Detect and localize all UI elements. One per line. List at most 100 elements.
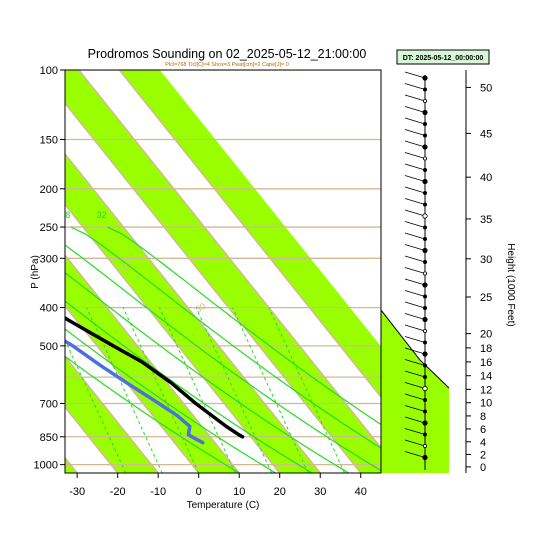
wind-barb — [404, 94, 426, 102]
wind-barb — [404, 290, 426, 297]
moist-adiabat — [65, 300, 313, 473]
wind-barb — [404, 221, 426, 228]
wind-dot — [422, 247, 428, 254]
height-tick-label: 50 — [480, 82, 492, 94]
x-axis-title: Temperature (C) — [187, 500, 260, 511]
height-tick-label: 35 — [480, 214, 492, 226]
wind-dot — [422, 167, 427, 172]
mixing-ratio-line — [65, 338, 127, 473]
y-axis-title: P (hPa) — [30, 255, 41, 289]
chart-title: Prodromos Sounding on 02_2025-05-12_21:0… — [88, 47, 367, 61]
p-tick-label: 700 — [40, 399, 58, 411]
wind-dot — [422, 236, 427, 241]
wind-column — [381, 71, 449, 473]
p-tick-label: 300 — [40, 253, 58, 265]
wind-barb — [404, 129, 426, 136]
p-tick-label: 100 — [40, 65, 58, 77]
wind-barb — [404, 255, 426, 263]
isotherm-label: 30 — [194, 301, 208, 315]
wind-barb — [404, 301, 426, 309]
wind-dot — [422, 87, 427, 92]
moist-adiabat — [65, 271, 349, 473]
wind-shade-edge — [381, 309, 449, 389]
skew-band — [65, 70, 381, 473]
mixing-ratio-lines: 8121620242832 — [24, 210, 381, 473]
wind-dot — [422, 454, 428, 461]
wind-barb — [404, 313, 426, 320]
wind-dot — [422, 178, 428, 185]
x-tick-label: 10 — [233, 486, 245, 498]
moist-adiabat — [107, 226, 381, 426]
wind-dot — [422, 202, 427, 207]
mixing-ratio-line — [86, 307, 163, 473]
wind-barb — [404, 428, 426, 435]
isotherm-label: 20 — [120, 260, 134, 274]
wind-dot — [422, 363, 427, 368]
chart-subtitle: Plcl=768 Tlcl[C]=4 Shox=3 Pwat[cm]=2 Cap… — [165, 62, 289, 68]
wind-dot — [422, 385, 428, 392]
x-tick-label: -10 — [150, 486, 166, 498]
height-tick-label: 4 — [480, 437, 486, 449]
height-tick-label: 30 — [480, 254, 492, 266]
height-tick-label: 18 — [480, 343, 492, 355]
wind-dot — [422, 340, 427, 345]
height-tick-label: 25 — [480, 292, 492, 304]
p-tick-label: 250 — [40, 222, 58, 234]
mixing-ratio-label: 24 — [24, 210, 34, 220]
isotherm-line — [65, 152, 321, 473]
wind-barb — [404, 244, 426, 251]
moist-adiabat — [65, 328, 276, 473]
moist-adiabat — [65, 355, 240, 473]
height-tick-label: 45 — [480, 128, 492, 140]
height-tick-label: 16 — [480, 357, 492, 369]
series-dewpoint-line — [65, 339, 205, 445]
isotherm-label: 10 — [36, 205, 50, 219]
isotherm-line — [78, 70, 381, 449]
wind-barb — [404, 439, 426, 447]
wind-barb — [404, 359, 426, 366]
wind-barb — [404, 140, 426, 148]
datetime-label: DT: 2025-05-12_00:00:00 — [403, 55, 484, 62]
wind-barb — [404, 163, 426, 171]
wind-barb — [404, 393, 426, 401]
p-tick-label: 200 — [40, 184, 58, 196]
wind-dot — [422, 432, 427, 437]
wind-barb — [404, 71, 426, 79]
wind-barb — [404, 347, 426, 355]
wind-barb — [404, 405, 426, 412]
mixing-ratio-label: 28 — [60, 210, 70, 220]
isotherm-line — [65, 203, 281, 473]
wind-barb — [404, 451, 426, 458]
mixing-ratio-line — [122, 307, 200, 473]
p-tick-label: 400 — [40, 303, 58, 315]
height-tick-label: 2 — [480, 449, 486, 461]
isotherm-line — [65, 254, 240, 473]
height-tick-label: 0 — [480, 462, 486, 474]
wind-dot — [422, 305, 427, 310]
wind-dot — [422, 374, 427, 379]
sounding-traces — [65, 315, 245, 445]
p-tick-label: 1000 — [34, 460, 58, 472]
moist-adiabat — [70, 226, 381, 449]
pressure-axis: 100 150 200 250 300 400 500 700 850 1000 — [34, 65, 65, 472]
wind-barb — [404, 175, 426, 182]
wind-barb — [404, 106, 426, 113]
wind-dot — [422, 122, 427, 127]
moist-adiabat — [65, 244, 381, 472]
height-tick-label: 12 — [480, 384, 492, 396]
p-tick-label: 500 — [40, 341, 58, 353]
isobars — [65, 70, 381, 466]
wind-dot — [422, 213, 428, 219]
wind-dot — [422, 409, 427, 414]
wind-dot — [422, 99, 427, 104]
height-tick-label: 40 — [480, 172, 492, 184]
height-tick-label: 8 — [480, 411, 486, 423]
wind-dot — [422, 190, 427, 195]
wind-dot — [422, 156, 427, 161]
wind-dot — [422, 351, 428, 357]
wind-dot — [422, 443, 427, 448]
wind-barb — [404, 117, 426, 125]
height-tick-label: 6 — [480, 424, 486, 436]
